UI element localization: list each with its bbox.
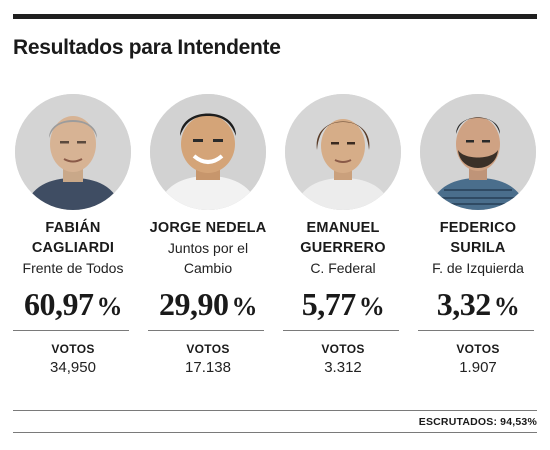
- escrutados-percent-sign: %: [527, 416, 537, 428]
- person-photo-icon: [420, 94, 536, 210]
- candidate-name-line1: FEDERICO: [439, 220, 517, 236]
- vote-percentage: 29,90%: [138, 286, 278, 323]
- candidate-name-line1: JORGE NEDELA: [149, 220, 267, 236]
- candidate-card-surila: FEDERICO SURILA F. de Izquierda 3,32% VO…: [418, 94, 538, 384]
- candidate-card-nedela: JORGE NEDELA Juntos por el Cambio 29,90%…: [148, 94, 268, 384]
- percent-sign: %: [358, 292, 385, 321]
- percentage-value: 60,97: [24, 286, 94, 322]
- bottom-rule: [13, 432, 537, 433]
- escrutados-value: 94,53: [500, 416, 528, 428]
- votes-label: VOTOS: [51, 342, 95, 356]
- percent-sign: %: [493, 292, 520, 321]
- person-photo-icon: [15, 94, 131, 210]
- votes-label: VOTOS: [186, 342, 230, 356]
- party-name: Frente de Todos: [7, 258, 139, 278]
- votes-value: 1.907: [459, 359, 497, 376]
- candidate-name-line1: EMANUEL: [306, 220, 380, 236]
- party-name-line2: Cambio: [183, 260, 233, 276]
- votes-value: 34,950: [50, 359, 96, 376]
- escrutados-status: ESCRUTADOS: 94,53%: [419, 416, 537, 428]
- vote-percentage: 3,32%: [408, 286, 548, 323]
- party-name-line1: Juntos por el: [167, 240, 249, 256]
- divider: [148, 330, 264, 331]
- divider: [13, 330, 129, 331]
- percentage-value: 3,32: [436, 286, 492, 322]
- candidate-card-guerrero: EMANUEL GUERRERO C. Federal 5,77% VOTOS …: [283, 94, 403, 384]
- party-name-line1: F. de Izquierda: [432, 260, 524, 276]
- person-photo-icon: [150, 94, 266, 210]
- party-name: C. Federal: [277, 258, 409, 278]
- candidate-name-line2: GUERRERO: [300, 240, 386, 256]
- bottom-rule: [13, 410, 537, 411]
- divider: [283, 330, 399, 331]
- candidate-name: FEDERICO SURILA: [418, 218, 538, 258]
- candidate-name-line1: FABIÁN: [45, 220, 101, 236]
- candidate-cards: FABIÁN CAGLIARDI Frente de Todos 60,97% …: [0, 94, 550, 384]
- percent-sign: %: [231, 292, 258, 321]
- candidate-name-line2: CAGLIARDI: [31, 240, 115, 256]
- escrutados-label: ESCRUTADOS:: [418, 416, 498, 428]
- top-rule: [13, 14, 537, 19]
- percent-sign: %: [96, 292, 123, 321]
- party-name: F. de Izquierda: [412, 258, 544, 278]
- party-name-line1: Frente de Todos: [22, 260, 124, 276]
- percentage-value: 29,90: [159, 286, 229, 322]
- vote-percentage: 60,97%: [3, 286, 143, 323]
- percentage-value: 5,77: [301, 286, 357, 322]
- candidate-name: FABIÁN CAGLIARDI: [13, 218, 133, 258]
- candidate-name: EMANUEL GUERRERO: [283, 218, 403, 258]
- votes-value: 17.138: [185, 359, 231, 376]
- divider: [418, 330, 534, 331]
- page-title: Resultados para Intendente: [13, 36, 281, 59]
- candidate-name: JORGE NEDELA: [148, 218, 268, 238]
- party-name: Juntos por el Cambio: [142, 238, 274, 278]
- candidate-card-cagliardi: FABIÁN CAGLIARDI Frente de Todos 60,97% …: [13, 94, 133, 384]
- votes-value: 3.312: [324, 359, 362, 376]
- candidate-name-line2: SURILA: [450, 240, 506, 256]
- votes-label: VOTOS: [456, 342, 500, 356]
- party-name-line1: C. Federal: [310, 260, 376, 276]
- votes-label: VOTOS: [321, 342, 365, 356]
- vote-percentage: 5,77%: [273, 286, 413, 323]
- person-photo-icon: [285, 94, 401, 210]
